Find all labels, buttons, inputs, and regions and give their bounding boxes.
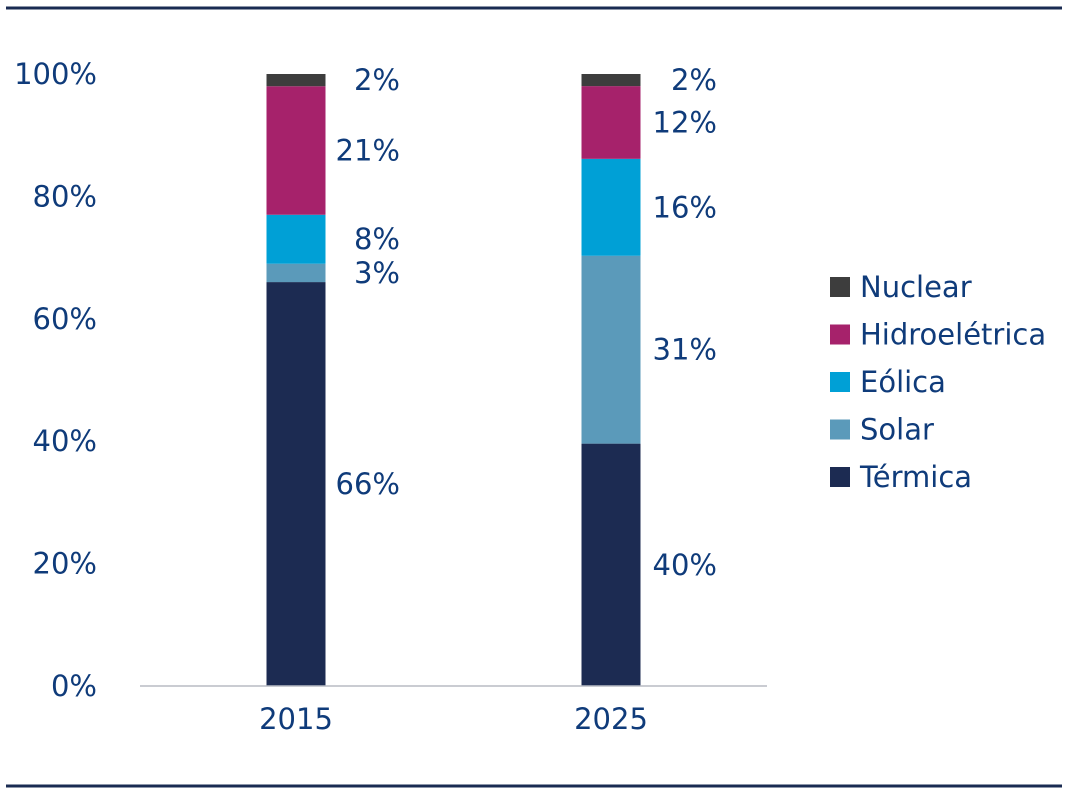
data-label: 31% (653, 333, 717, 367)
y-tick-label: 0% (51, 669, 97, 703)
bar-segment (581, 443, 641, 686)
data-labels: 66% 3%8% 21% 2% 40% 31% 16% 12% 2% (336, 63, 717, 582)
bar-segment (266, 282, 326, 686)
y-tick-label: 100% (14, 57, 97, 91)
bars (266, 74, 641, 686)
bar-segment (581, 255, 641, 444)
data-label: 2% (354, 63, 400, 97)
bar-segment (266, 214, 326, 264)
x-axis-ticks: 2015 2025 (259, 702, 648, 736)
legend-swatch (830, 372, 850, 392)
x-tick-label: 2015 (259, 702, 333, 736)
data-label: 21% (336, 134, 400, 168)
data-label: 16% (653, 190, 717, 224)
legend-swatch (830, 467, 850, 487)
legend-swatch (830, 324, 850, 345)
legend-label: Eólica (860, 365, 946, 399)
legend-label: Nuclear (860, 270, 972, 304)
legend-swatch (830, 419, 850, 440)
data-label: 3% (354, 256, 400, 290)
bar-segment (581, 158, 641, 256)
bar-segment (266, 86, 326, 215)
bar-segment (581, 74, 641, 87)
legend-label: Hidroelétrica (860, 318, 1046, 352)
y-tick-label: 80% (33, 179, 97, 213)
y-tick-label: 40% (33, 424, 97, 458)
legend: Nuclear Hidroelétrica Eólica Solar Térmica (830, 270, 1046, 494)
legend-swatch (830, 277, 850, 297)
data-label: 8% (354, 222, 400, 256)
data-label: 12% (653, 105, 717, 139)
y-axis-ticks: 0% 20% 40% 60% 80% 100% (14, 57, 97, 703)
legend-label: Solar (860, 413, 934, 447)
bar-segment (581, 86, 641, 159)
y-tick-label: 20% (33, 547, 97, 581)
data-label: 2% (671, 63, 717, 97)
legend-label: Térmica (859, 460, 972, 494)
x-tick-label: 2025 (574, 702, 648, 736)
bar-segment (266, 74, 326, 87)
y-tick-label: 60% (33, 302, 97, 336)
bar-segment (266, 263, 326, 283)
data-label: 66% (336, 467, 400, 501)
data-label: 40% (653, 548, 717, 582)
